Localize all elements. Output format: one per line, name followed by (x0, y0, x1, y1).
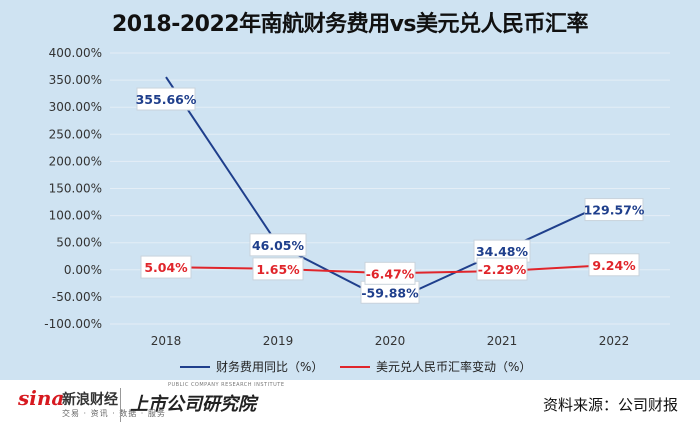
y-tick-label: 300.00% (49, 100, 102, 114)
institute-logo-english: PUBLIC COMPANY RESEARCH INSTITUTE (168, 382, 285, 388)
x-tick-label: 2022 (599, 334, 630, 348)
data-label: 355.66% (136, 92, 197, 107)
y-tick-label: 150.00% (49, 182, 102, 196)
data-label-box (140, 255, 192, 279)
institute-logo: 上市公司研究院 (130, 394, 256, 415)
data-label: 129.57% (584, 203, 645, 218)
y-tick-label: 100.00% (49, 209, 102, 223)
footer: sina 新浪财经 交易 · 资讯 · 数据 · 服务 PUBLIC COMPA… (0, 380, 700, 438)
y-tick-label: 400.00% (49, 46, 102, 60)
data-label: 9.24% (592, 258, 636, 273)
x-tick-label: 2020 (375, 334, 406, 348)
data-label-box (588, 253, 640, 277)
logo-divider (120, 388, 121, 422)
sina-logo: sina (18, 386, 65, 410)
x-tick-label: 2018 (151, 334, 182, 348)
data-label-box (584, 198, 644, 222)
data-label-box (136, 87, 196, 111)
chart-title: 2018-2022年南航财务费用vs美元兑人民币汇率 (111, 12, 589, 37)
x-tick-label: 2019 (263, 334, 294, 348)
data-label-box (249, 233, 307, 257)
y-tick-label: -100.00% (44, 317, 102, 331)
data-label: 46.05% (252, 238, 305, 253)
data-source: 资料来源：公司财报 (542, 396, 678, 414)
data-label: -2.29% (478, 262, 527, 277)
y-tick-label: 350.00% (49, 73, 102, 87)
sina-finance-logo-text: 新浪财经 (62, 392, 118, 408)
y-tick-label: 0.00% (64, 263, 102, 277)
sina-finance-tagline: 交易 · 资讯 · 数据 · 服务 (62, 409, 166, 418)
y-tick-label: -50.00% (52, 290, 102, 304)
data-label-box (476, 257, 528, 281)
data-label-box (364, 261, 416, 285)
data-label-box (252, 257, 304, 281)
data-label: 34.48% (476, 244, 529, 259)
data-label: -59.88% (361, 285, 419, 300)
data-label: 1.65% (256, 262, 300, 277)
y-tick-label: 200.00% (49, 154, 102, 168)
y-tick-label: 50.00% (56, 236, 102, 250)
legend-label-1: 财务费用同比（%） (216, 359, 323, 374)
y-tick-label: 250.00% (49, 127, 102, 141)
legend-label-2: 美元兑人民币汇率变动（%） (376, 359, 531, 374)
line-chart: 400.00% 350.00% 300.00% 250.00% 200.00% 150.0… (44, 46, 670, 374)
x-tick-label: 2021 (487, 334, 518, 348)
data-label: 5.04% (144, 260, 188, 275)
data-label: -6.47% (366, 266, 415, 281)
